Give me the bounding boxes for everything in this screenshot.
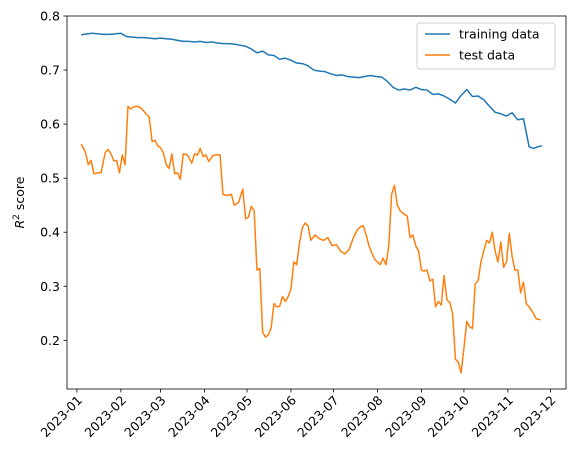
y-tick-label: 0.7: [40, 63, 60, 78]
y-tick-label: 0.4: [40, 225, 60, 240]
series-layer: [80, 32, 543, 374]
series-line-training-data: [81, 32, 543, 150]
y-axis-label: R2 score: [12, 176, 27, 228]
y-axis-label-sup: 2: [12, 214, 22, 220]
y-tick-label: 0.8: [40, 9, 60, 24]
legend-label-training-data: training data: [459, 27, 540, 42]
y-tick-label: 0.3: [40, 279, 60, 294]
y-axis-label-base: R: [12, 220, 27, 229]
series-line-test-data: [80, 105, 541, 374]
y-tick-label: 0.5: [40, 171, 60, 186]
y-tick-label: 0.6: [40, 117, 60, 132]
legend-label-test-data: test data: [459, 48, 515, 63]
y-axis-label-suffix: score: [12, 176, 27, 214]
legend-box: [416, 22, 556, 70]
y-tick-label: 0.2: [40, 333, 60, 348]
legend: training data test data: [416, 22, 556, 70]
plot-frame: [66, 15, 567, 390]
